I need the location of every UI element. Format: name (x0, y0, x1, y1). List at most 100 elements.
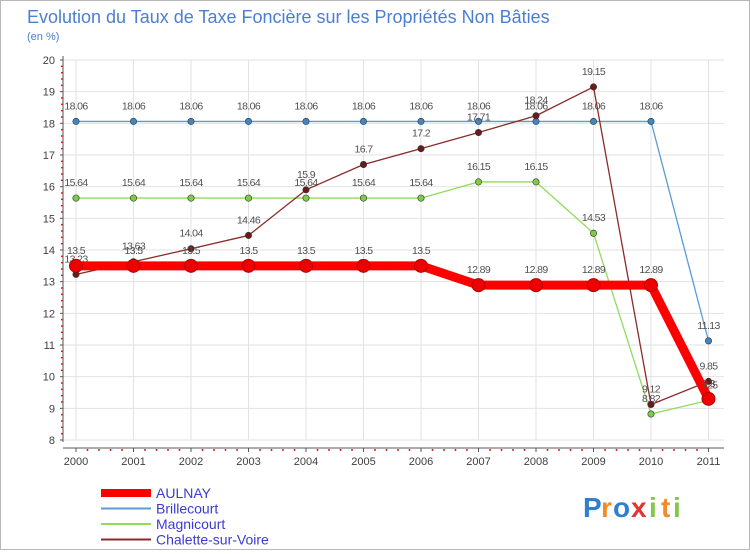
x-minor-tick (86, 449, 89, 451)
data-label: 16.7 (354, 144, 373, 156)
data-label: 15.64 (409, 177, 433, 189)
y-tick-label: 14 (43, 245, 55, 257)
y-minor-tick (61, 369, 63, 372)
y-minor-tick (61, 268, 63, 270)
data-point (586, 278, 601, 293)
grid (63, 59, 724, 441)
data-label: 12.89 (582, 264, 606, 276)
x-tick-label: 2011 (697, 456, 721, 468)
x-minor-tick (627, 449, 629, 451)
data-label: 12.89 (524, 264, 548, 276)
x-minor-tick (466, 449, 468, 451)
y-minor-tick (61, 356, 63, 359)
data-point (245, 231, 253, 239)
data-point (356, 258, 371, 273)
x-tick-label: 2009 (581, 456, 605, 468)
y-tick-label: 15 (43, 213, 55, 225)
data-label: 15.64 (122, 177, 146, 189)
data-label: 17.71 (467, 112, 491, 124)
data-point (126, 258, 141, 273)
series-brillecourt: 18.06 18.06 18.06 18.06 18.06 18.06 18.06 18.06… (64, 100, 721, 345)
data-label: 15.64 (294, 177, 318, 189)
x-minor-tick (109, 449, 112, 451)
x-minor-tick (328, 449, 330, 451)
data-point (359, 194, 367, 202)
data-point (245, 117, 253, 125)
x-minor-tick (500, 449, 503, 451)
data-point (644, 278, 658, 293)
legend-item-brillecourt: Brillecourt (101, 501, 218, 517)
data-label: 12.89 (639, 264, 663, 276)
y-minor-tick (61, 166, 63, 169)
data-point (302, 117, 310, 125)
data-point (647, 117, 655, 125)
data-point (701, 391, 716, 406)
data-label: 13.63 (122, 241, 146, 253)
legend: AULNAYBrillecourtMagnicourtChalette-sur-… (101, 485, 269, 548)
x-tick-label: 2010 (639, 456, 663, 468)
x-minor-tick (615, 449, 618, 451)
data-point (647, 410, 655, 418)
y-minor-tick (61, 401, 63, 403)
data-label: 13.5 (67, 245, 86, 257)
x-tick-label: 2003 (236, 456, 260, 468)
y-minor-tick (61, 147, 63, 150)
data-label: 9.85 (699, 360, 718, 372)
y-minor-tick (61, 432, 63, 435)
x-minor-tick (236, 449, 238, 451)
legend-label: Chalette-sur-Voire (156, 532, 269, 548)
data-label: 18.06 (582, 100, 606, 112)
legend-item-magnicourt: Magnicourt (101, 516, 225, 532)
x-minor-tick (431, 449, 434, 451)
x-minor-tick (489, 449, 491, 451)
data-label: 15.64 (64, 177, 88, 189)
y-minor-tick (61, 255, 63, 258)
data-label: 13.5 (297, 245, 316, 257)
legend-label: Magnicourt (156, 516, 225, 532)
chart-subtitle: (en %) (27, 31, 59, 43)
data-label: 18.06 (409, 100, 433, 112)
data-point (187, 245, 195, 253)
data-point (187, 194, 195, 202)
y-minor-tick (61, 204, 63, 207)
x-minor-tick (696, 449, 698, 451)
x-minor-tick (167, 449, 169, 451)
data-label: 9.3 (702, 378, 716, 390)
x-minor-tick (293, 449, 296, 451)
y-minor-tick (61, 116, 63, 118)
x-minor-tick (558, 449, 560, 451)
data-point (130, 194, 138, 202)
data-label: 13.5 (354, 245, 373, 257)
data-label: 14.04 (179, 228, 203, 240)
series-layer: 18.06 18.06 18.06 18.06 18.06 18.06 18.06 18.06… (64, 66, 721, 418)
y-tick-label: 8 (49, 435, 55, 447)
y-minor-tick (61, 173, 63, 175)
x-minor-tick (98, 449, 100, 451)
data-point (471, 278, 486, 293)
x-tick-label: 2004 (294, 456, 318, 468)
x-minor-tick (385, 449, 388, 451)
data-point (72, 117, 80, 125)
data-point (241, 258, 256, 273)
data-label: 14.53 (582, 212, 606, 224)
y-minor-tick (61, 293, 63, 296)
series-line-chalette-sur-voire (75, 86, 710, 406)
legend-label: AULNAY (156, 485, 212, 501)
logo-letter: x (631, 492, 647, 523)
data-point (187, 117, 195, 125)
data-point (245, 194, 253, 202)
x-tick-label: 2000 (64, 456, 88, 468)
logo-letter: P (583, 492, 602, 523)
x-minor-tick (213, 449, 215, 451)
y-tick-label: 18 (43, 118, 55, 130)
y-tick-label: 17 (43, 150, 55, 162)
logo-letter: i (649, 492, 657, 523)
y-minor-tick (61, 65, 63, 68)
y-minor-tick (61, 325, 63, 327)
data-label: 16.15 (524, 161, 548, 173)
y-minor-tick (61, 363, 63, 365)
data-label: 18.06 (294, 100, 318, 112)
x-tick-label: 2007 (466, 456, 490, 468)
y-minor-tick (61, 426, 63, 429)
x-minor-tick (397, 449, 399, 451)
